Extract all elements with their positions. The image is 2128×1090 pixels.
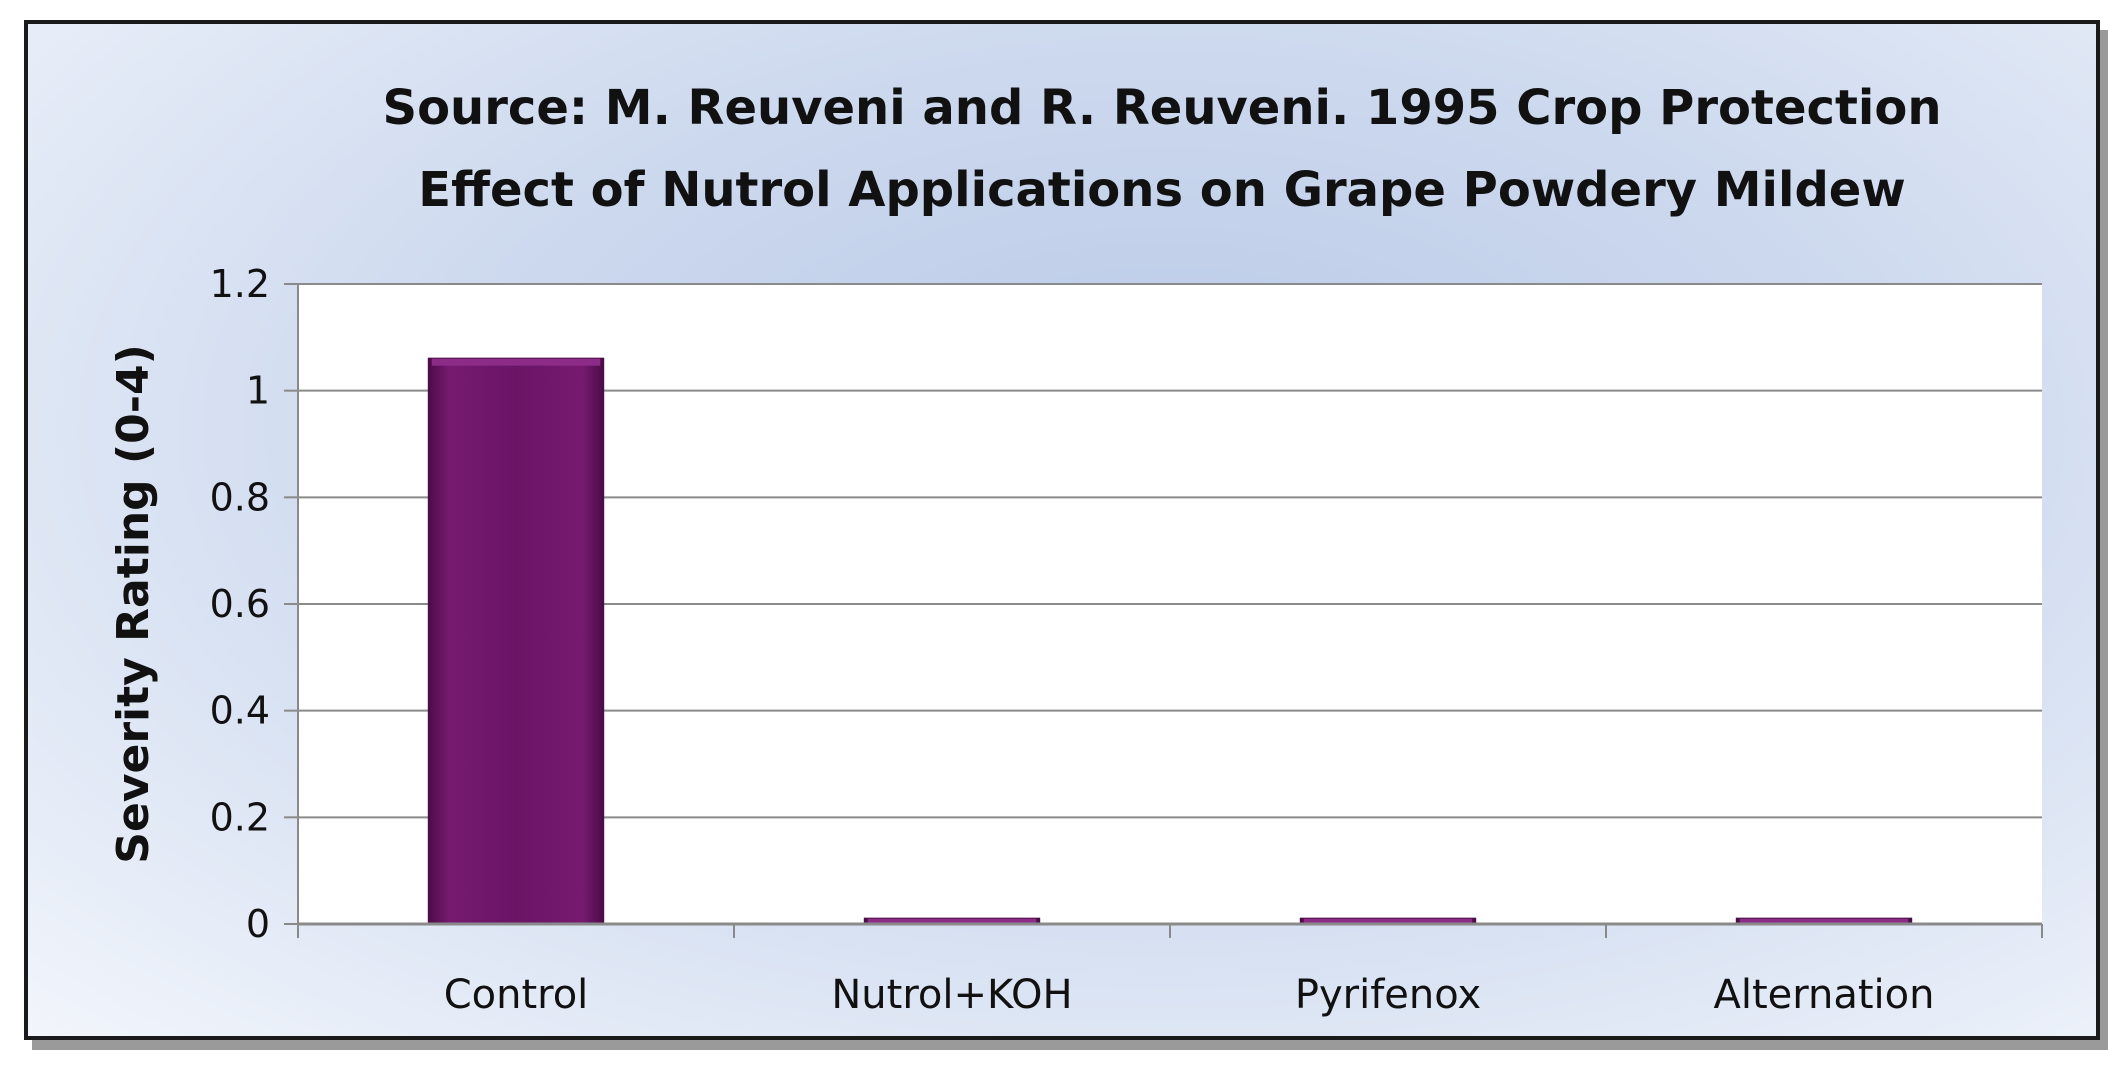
x-axis-labels: Control Nutrol+KOH Pyrifenox Alternation xyxy=(444,972,1935,1018)
bar-top-highlight xyxy=(1303,918,1473,924)
bar-control xyxy=(427,357,605,925)
x-category-label: Control xyxy=(444,972,589,1018)
y-axis-ticks: 0 0.2 0.4 0.6 0.8 1 1.2 xyxy=(210,262,298,946)
x-category-label: Alternation xyxy=(1714,972,1935,1018)
y-tick-label: 0.6 xyxy=(210,582,270,626)
y-axis-label: Severity Rating (0-4) xyxy=(108,344,159,863)
x-category-label: Nutrol+KOH xyxy=(831,972,1072,1018)
x-category-label: Pyrifenox xyxy=(1295,972,1481,1018)
chart-title-line2: Effect of Nutrol Applications on Grape P… xyxy=(418,162,1905,218)
y-tick-label: 0.2 xyxy=(210,795,270,839)
x-axis xyxy=(297,284,2043,938)
bar-top-highlight xyxy=(867,918,1037,924)
y-tick-label: 0.4 xyxy=(210,689,270,733)
y-tick-label: 0 xyxy=(246,902,270,946)
bar-top-highlight xyxy=(1739,918,1909,924)
bar-top-highlight xyxy=(431,358,601,366)
y-tick-label: 1 xyxy=(246,369,270,413)
y-tick-label: 1.2 xyxy=(210,262,270,306)
y-tick-label: 0.8 xyxy=(210,475,270,519)
chart-title-line1: Source: M. Reuveni and R. Reuveni. 1995 … xyxy=(383,80,1942,136)
